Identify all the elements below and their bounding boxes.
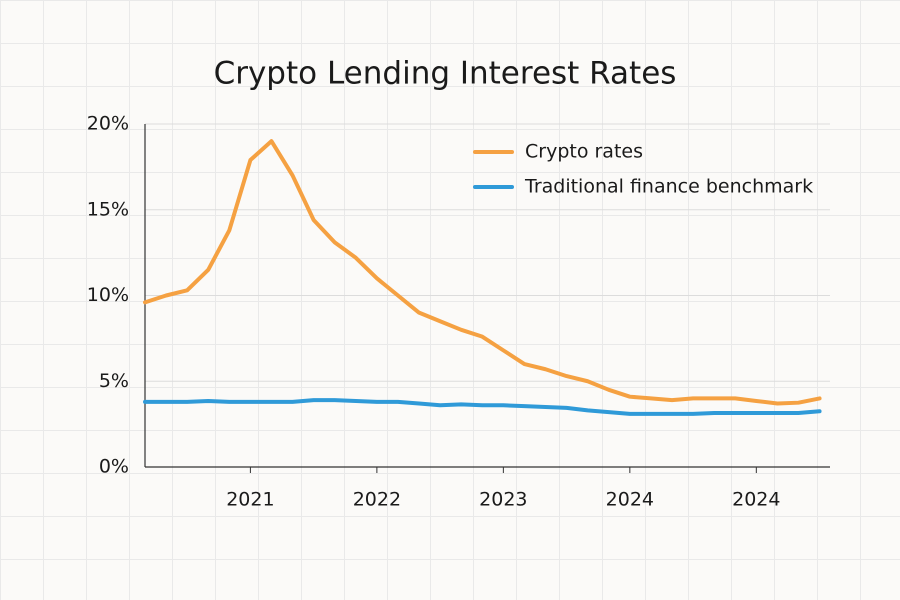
series-line: [143, 139, 822, 406]
x-tick-label: 2022: [353, 489, 401, 511]
legend-label: Traditional finance benchmark: [524, 176, 813, 198]
y-tick-label: 15%: [87, 198, 129, 220]
series-line: [143, 398, 822, 416]
x-tick-label: 2021: [226, 489, 274, 511]
y-tick-label: 10%: [87, 284, 129, 306]
legend-label: Crypto rates: [525, 141, 643, 163]
chart-title: Crypto Lending Interest Rates: [214, 56, 677, 92]
y-tick-label: 5%: [99, 370, 129, 392]
y-tick-label: 0%: [99, 456, 129, 478]
y-tick-label: 20%: [87, 113, 129, 135]
x-tick-label: 2024: [732, 489, 780, 511]
x-tick-label: 2024: [606, 489, 654, 511]
x-tick-label: 2023: [479, 489, 527, 511]
